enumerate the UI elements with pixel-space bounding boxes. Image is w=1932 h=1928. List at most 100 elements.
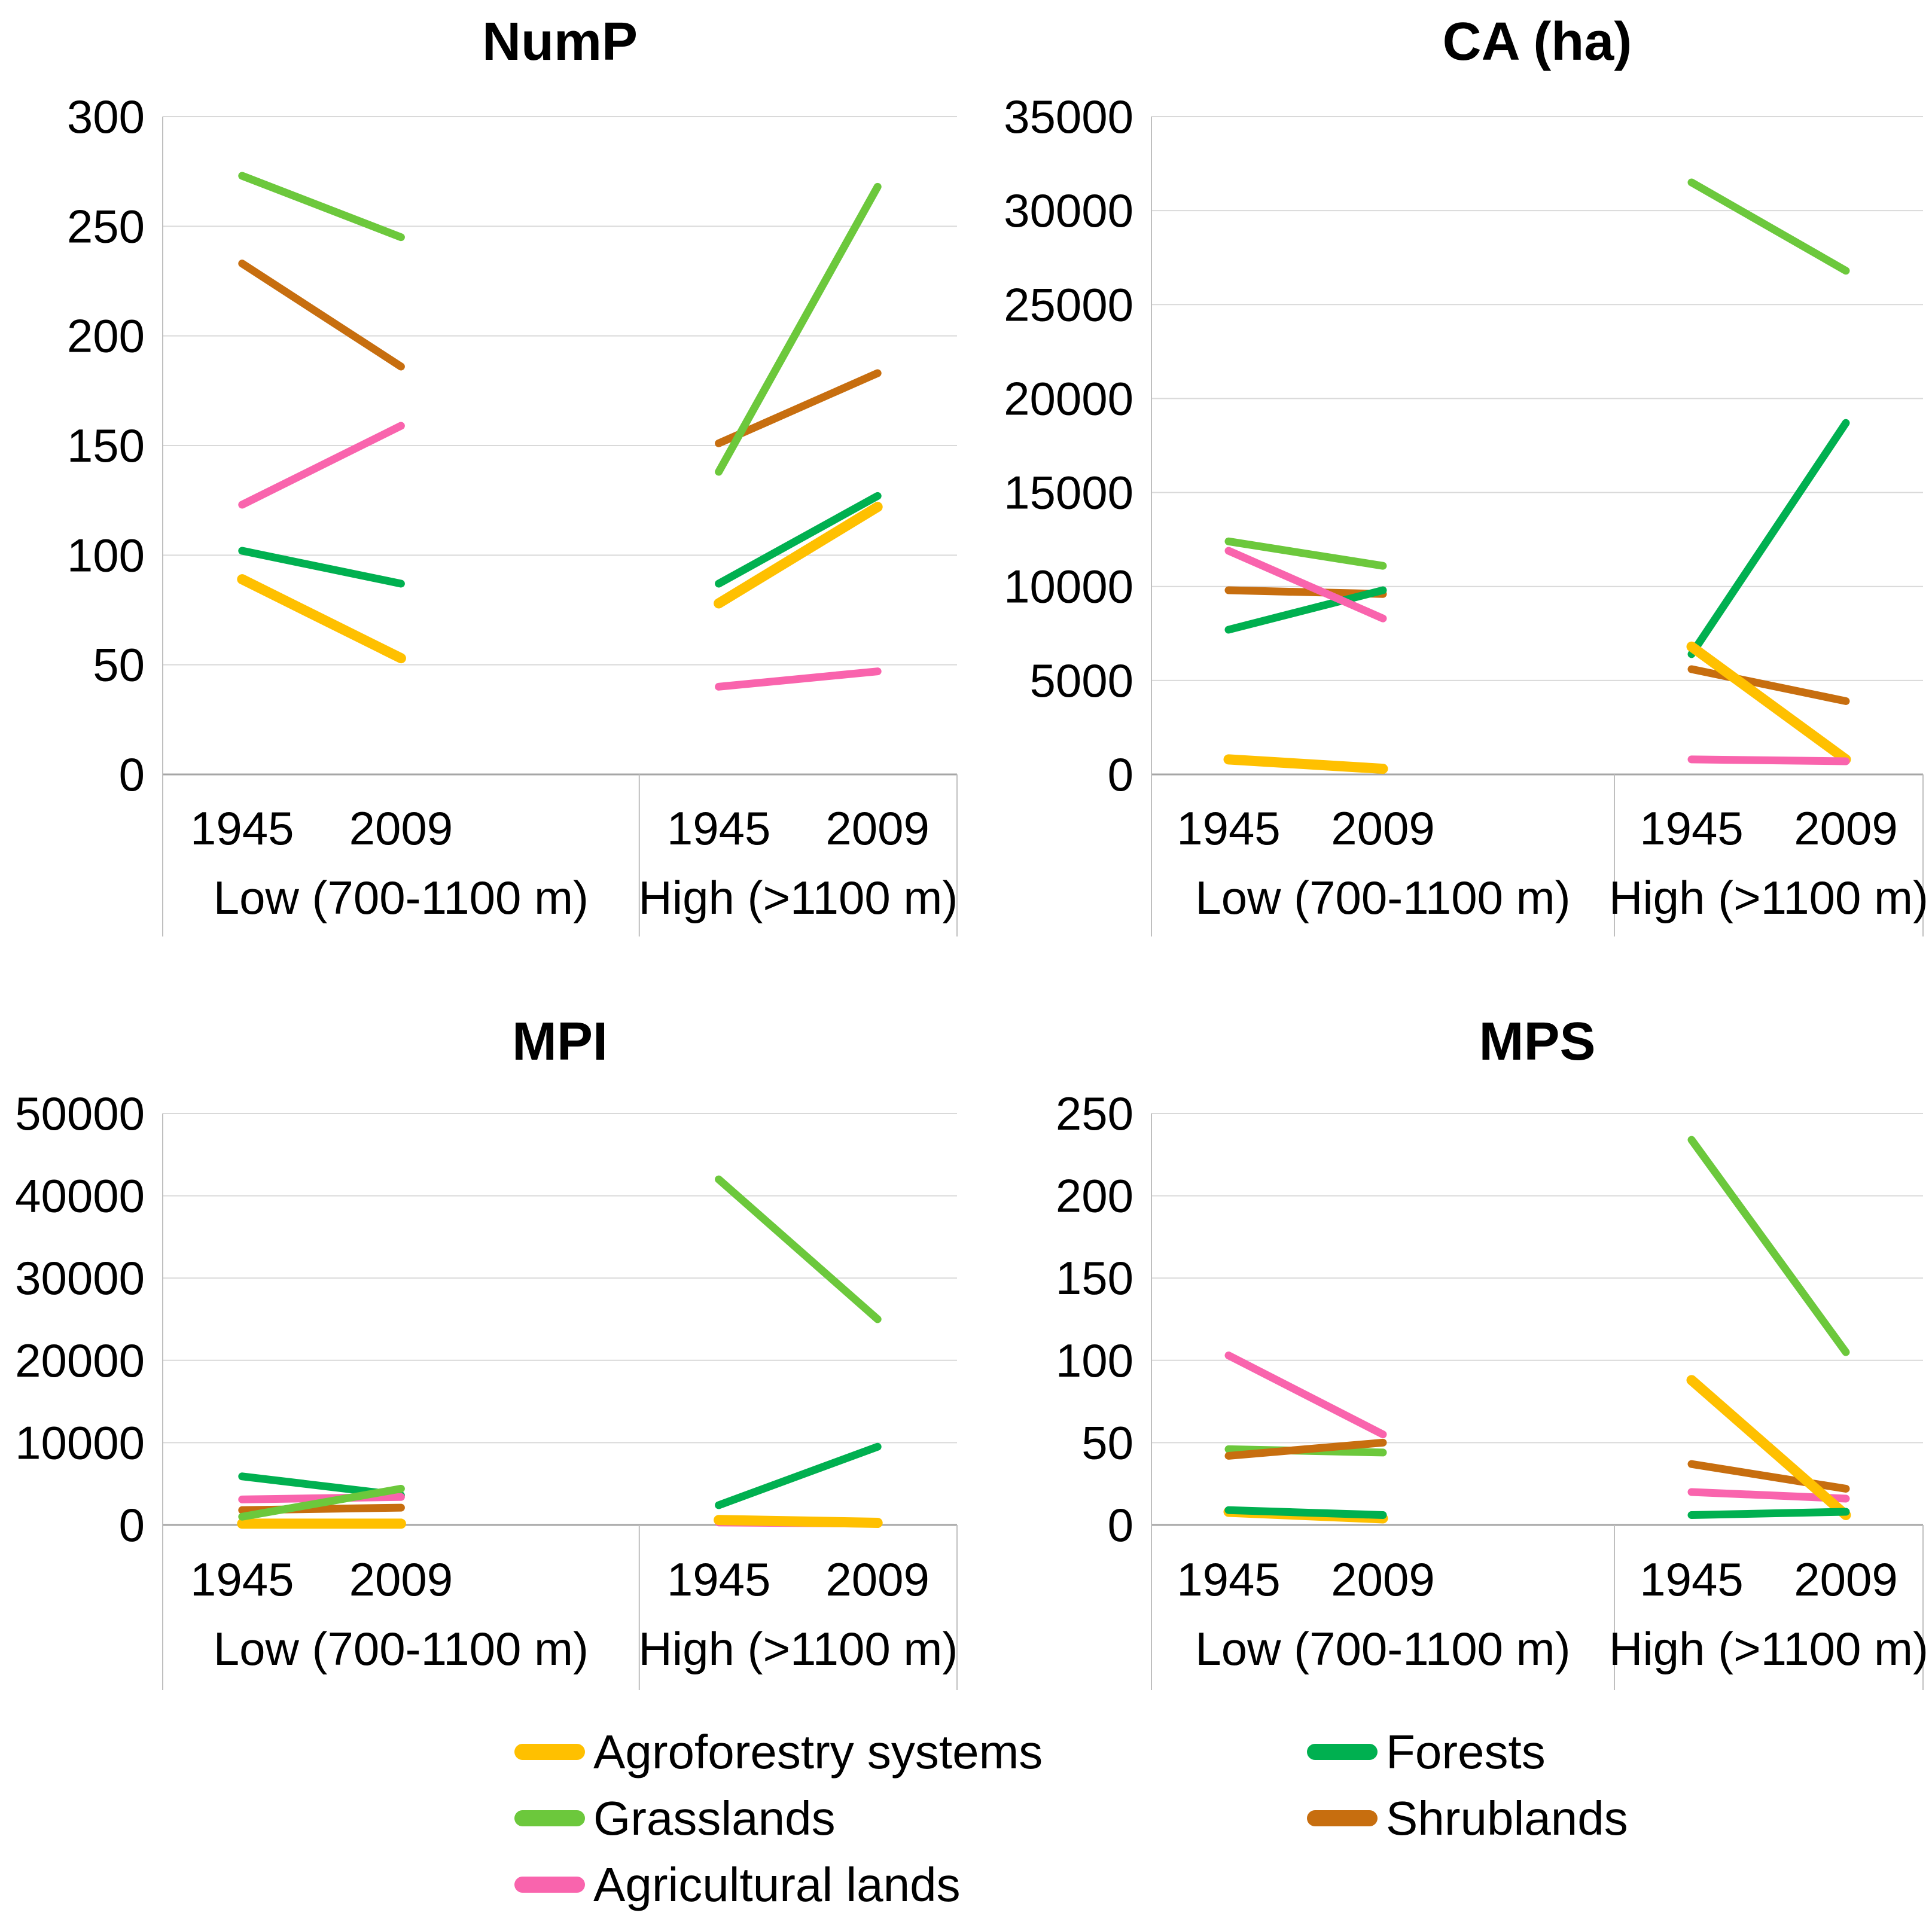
x-axis-year-label: 1945 — [667, 1553, 771, 1606]
series-line-grasslands-low — [238, 172, 405, 242]
grasslands-line-swatch-icon — [514, 1810, 585, 1826]
chart-svg-mpi: 0 10000 20000 30000 40000 50000 MPI 1945 2009 194… — [15, 1012, 958, 1690]
series-line-agroforestry-low — [237, 574, 406, 664]
y-axis-tick-label: 15000 — [1004, 466, 1133, 519]
y-axis-tick-label: 20000 — [1004, 372, 1133, 425]
chart-svg-nump: 0 50 100 150 200 250 300 NumP 1945 2009 1945 2009 Lo… — [67, 12, 958, 936]
x-axis-group-label: Low (700-1100 m) — [214, 871, 589, 924]
series-line-agroforestry-high — [1686, 641, 1851, 765]
y-axis-tick-label: 150 — [1056, 1252, 1133, 1304]
y-axis-tick-label: 50 — [93, 639, 145, 691]
series-line-agricultural-low — [1224, 547, 1387, 623]
agricultural-line-swatch-icon — [514, 1877, 585, 1893]
y-axis-tick-label: 30000 — [1004, 184, 1133, 237]
chart-title: NumP — [482, 12, 638, 72]
x-axis-year-label: 1945 — [190, 1553, 294, 1606]
x-axis-year-label: 1945 — [190, 802, 294, 855]
y-axis-tick-label: 5000 — [1029, 654, 1133, 707]
series-line-forests-high — [1687, 419, 1850, 658]
x-axis-group-label: Low (700-1100 m) — [214, 1622, 589, 1675]
y-axis-tick-label: 200 — [67, 310, 145, 362]
y-axis-tick-label: 10000 — [1004, 560, 1133, 613]
legend-item-shrublands: Shrublands — [1307, 1785, 1628, 1851]
y-axis-tick-label: 0 — [1108, 748, 1133, 801]
series-line-forests-high — [1687, 1508, 1850, 1519]
y-axis-tick-label: 40000 — [15, 1170, 145, 1222]
series-line-grasslands-low — [238, 1484, 405, 1521]
y-axis-tick-label: 0 — [119, 1499, 145, 1551]
agroforestry-line-swatch-icon — [514, 1744, 585, 1760]
x-axis-year-label: 1945 — [1177, 1553, 1281, 1606]
chart-title: CA (ha) — [1443, 12, 1632, 72]
y-axis-tick-label: 150 — [67, 419, 145, 472]
series-line-agricultural-low — [238, 422, 405, 509]
legend-label: Forests — [1386, 1725, 1546, 1778]
series-line-shrublands-high — [1687, 1460, 1850, 1493]
y-axis-tick-label: 25000 — [1004, 278, 1133, 331]
series-line-agricultural-low — [1224, 1352, 1387, 1439]
y-axis-tick-label: 50 — [1081, 1416, 1133, 1469]
series-line-shrublands-low — [1224, 1438, 1387, 1460]
legend-column-left: Agroforestry systems Grasslands Agricult… — [514, 1704, 1043, 1918]
y-axis-tick-label: 200 — [1056, 1170, 1133, 1222]
x-axis-group-label: High (>1100 m) — [1609, 871, 1928, 924]
legend-label: Shrublands — [1386, 1791, 1628, 1845]
x-axis-group-label: High (>1100 m) — [638, 1622, 958, 1675]
series-line-agroforestry-high — [714, 1515, 883, 1529]
y-axis-tick-label: 100 — [67, 529, 145, 581]
legend-item-forests: Forests — [1307, 1719, 1628, 1785]
x-axis-year-label: 2009 — [1794, 802, 1898, 855]
series-line-forests-low — [1224, 1506, 1387, 1519]
y-axis-tick-label: 20000 — [15, 1334, 145, 1387]
shrublands-line-swatch-icon — [1307, 1810, 1378, 1826]
x-axis-group-label: High (>1100 m) — [638, 871, 958, 924]
series-line-grasslands-high — [715, 1175, 882, 1323]
series-line-agroforestry-high — [714, 502, 883, 609]
forests-line-swatch-icon — [1307, 1744, 1378, 1760]
series-line-grasslands-low — [1224, 537, 1387, 570]
x-axis-year-label: 1945 — [667, 802, 771, 855]
y-axis-tick-label: 0 — [1108, 1499, 1133, 1551]
y-axis-tick-label: 250 — [67, 200, 145, 252]
x-axis-group-label: Low (700-1100 m) — [1195, 871, 1570, 924]
series-line-agricultural-high — [1687, 755, 1850, 765]
x-axis-year-label: 2009 — [1331, 1553, 1435, 1606]
x-axis-year-label: 1945 — [1640, 802, 1744, 855]
series-line-agroforestry-low — [1223, 754, 1388, 774]
x-axis-year-label: 1945 — [1640, 1553, 1744, 1606]
series-line-grasslands-high — [1687, 1136, 1850, 1356]
x-axis-year-label: 1945 — [1177, 802, 1281, 855]
legend-label: Grasslands — [593, 1791, 836, 1845]
chart-svg-ca: 0 5000 10000 15000 20000 25000 30000 35000 CA (h… — [1004, 12, 1928, 936]
y-axis-tick-label: 0 — [119, 748, 145, 801]
series-line-forests-high — [715, 1442, 882, 1509]
chart-svg-mps: 0 50 100 150 200 250 MPS 1945 2009 1945 2009 Low (7… — [1056, 1012, 1928, 1690]
chart-panel-mps: 0 50 100 150 200 250 MPS 1945 2009 1945 2009 Low (7… — [966, 945, 1932, 1704]
y-axis-tick-label: 300 — [67, 90, 145, 143]
y-axis-tick-label: 30000 — [15, 1252, 145, 1304]
x-axis-group-label: Low (700-1100 m) — [1195, 1622, 1570, 1675]
legend-column-right: Forests Shrublands — [1307, 1704, 1628, 1851]
chart-title: MPI — [512, 1012, 608, 1072]
series-line-grasslands-high — [1687, 178, 1850, 275]
series-line-forests-high — [715, 492, 882, 588]
y-axis-tick-label: 35000 — [1004, 90, 1133, 143]
chart-title: MPS — [1479, 1012, 1595, 1072]
legend-item-agroforestry: Agroforestry systems — [514, 1719, 1043, 1785]
series-line-agricultural-low — [238, 1493, 405, 1503]
y-axis-tick-label: 10000 — [15, 1416, 145, 1469]
legend-item-agricultural: Agricultural lands — [514, 1851, 1043, 1918]
x-axis-year-label: 2009 — [825, 802, 930, 855]
series-line-forests-low — [1224, 586, 1387, 634]
x-axis-year-label: 2009 — [349, 1553, 453, 1606]
y-axis-tick-label: 250 — [1056, 1087, 1133, 1140]
x-axis-year-label: 2009 — [349, 802, 453, 855]
series-line-shrublands-high — [1687, 665, 1850, 705]
legend-item-grasslands: Grasslands — [514, 1785, 1043, 1851]
x-axis-year-label: 2009 — [825, 1553, 930, 1606]
y-axis-tick-label: 50000 — [15, 1087, 145, 1140]
series-line-grasslands-high — [715, 182, 882, 476]
series-line-forests-low — [238, 547, 405, 588]
chart-panel-ca: 0 5000 10000 15000 20000 25000 30000 35000 CA (h… — [966, 0, 1932, 945]
